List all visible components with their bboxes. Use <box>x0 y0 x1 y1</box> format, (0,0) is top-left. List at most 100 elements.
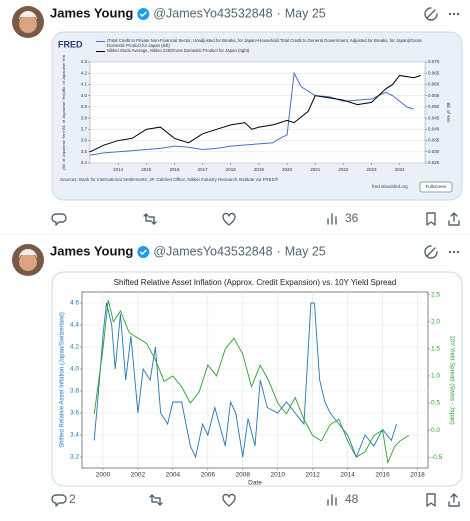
x-tick-label: 2002 <box>131 472 146 479</box>
y-tick-label: 4.2 <box>70 344 79 351</box>
more-dot[interactable] <box>452 12 456 16</box>
date[interactable]: May 25 <box>285 244 326 258</box>
y-tick-label: 3.7 <box>81 127 88 132</box>
avatar[interactable] <box>12 244 44 276</box>
author-name[interactable]: James Young <box>50 5 133 20</box>
share-button[interactable] <box>448 212 460 226</box>
like-count: 48 <box>345 492 359 506</box>
plot-bg <box>81 291 429 469</box>
y-tick-label: 3.5 <box>81 149 88 154</box>
repost-button[interactable] <box>143 213 157 225</box>
series-line <box>93 300 410 465</box>
separator: · <box>277 6 281 20</box>
y-tick-label: 4.3 <box>81 59 88 64</box>
y2-tick-label: 0.040 <box>428 127 440 132</box>
x-tick-label: 2010 <box>270 472 285 479</box>
y-tick-label: 3.2 <box>70 454 79 461</box>
repost-button-shape <box>149 494 163 506</box>
legend-swatch <box>96 40 105 42</box>
share-button-shape <box>448 493 460 507</box>
handle[interactable]: @JamesYo43532848 <box>153 6 272 20</box>
x-axis-label: Date <box>248 480 262 487</box>
views-button[interactable] <box>327 494 337 506</box>
bookmark-button[interactable] <box>426 212 436 226</box>
grok-button-shape <box>424 7 438 21</box>
avatar[interactable] <box>12 6 44 38</box>
legend-label: (Total Credit to Private Non-Financial S… <box>107 38 422 48</box>
y2-tick-label: 0.070 <box>428 59 440 64</box>
like-button-shape <box>222 493 236 507</box>
reply-button[interactable] <box>51 494 67 507</box>
verified-check <box>139 249 147 256</box>
x-tick-label: 2004 <box>166 472 181 479</box>
series-line <box>89 74 421 153</box>
reply-count: 2 <box>69 492 76 506</box>
x-tick-label: 2022 <box>338 167 349 172</box>
like-count: 36 <box>345 211 359 225</box>
reply-button-shape <box>51 494 67 507</box>
button-label[interactable]: Fullscreen <box>426 184 447 189</box>
x-tick-label: 2018 <box>226 167 237 172</box>
legend-item: Nikkei Stock Average, Nikkei 225/Gross D… <box>96 48 426 53</box>
x-tick-label: 2019 <box>254 167 265 172</box>
y2-tick-label: 1.0 <box>431 373 440 380</box>
more-dot[interactable] <box>456 250 460 254</box>
y2-tick-label: 2.0 <box>431 319 440 326</box>
share-button-shape <box>448 212 460 226</box>
date[interactable]: May 25 <box>285 6 326 20</box>
more-dot[interactable] <box>448 12 452 16</box>
y-tick-label: 3.4 <box>70 432 79 439</box>
fred-logo: FRED <box>58 39 83 49</box>
author-name[interactable]: James Young <box>50 243 133 258</box>
y-tick-label: 3.4 <box>81 160 88 165</box>
handle[interactable]: @JamesYo43532848 <box>153 244 272 258</box>
more-dot[interactable] <box>452 250 456 254</box>
more-dot[interactable] <box>448 250 452 254</box>
y-tick-label: 4.0 <box>70 366 79 373</box>
grok-button[interactable] <box>424 245 438 259</box>
legend-label: Nikkei Stock Average, Nikkei 225/Gross D… <box>107 48 250 53</box>
repost-button[interactable] <box>149 494 163 506</box>
y-axis-label: Shifted Relative Asset Inflation (Japan/… <box>60 312 66 448</box>
x-tick-label: 2015 <box>141 167 152 172</box>
x-tick-label: 2000 <box>96 472 111 479</box>
bookmark-button[interactable] <box>426 493 436 507</box>
y2-tick-label: 0.035 <box>428 138 440 143</box>
series-line <box>93 302 397 459</box>
repost-button-shape <box>143 213 157 225</box>
legend-item: (Total Credit to Private Non-Financial S… <box>96 38 426 48</box>
y2-tick-label: -0.5 <box>431 454 443 461</box>
y2-tick-label: 2.5 <box>431 291 440 298</box>
y-tick-label: 4.4 <box>70 322 79 329</box>
y2-tick-label: 0.050 <box>428 104 440 109</box>
x-tick-label: 2016 <box>169 167 180 172</box>
y2-tick-label: 0.5 <box>431 400 440 407</box>
fullscreen-button[interactable]: Fullscreen <box>419 181 453 193</box>
y2-tick-label: 0.025 <box>428 160 440 165</box>
y2-tick-label: 0.055 <box>428 93 440 98</box>
share-button[interactable] <box>448 493 460 507</box>
grok-button[interactable] <box>424 7 438 21</box>
y-tick-label: 4.1 <box>81 82 88 87</box>
site-note: fred.stlouisfed.org <box>372 184 408 189</box>
legend: (Total Credit to Private Non-Financial S… <box>96 38 426 53</box>
like-button[interactable] <box>222 493 236 507</box>
x-tick-label: 2021 <box>310 167 321 172</box>
y2-tick-label: 0.045 <box>428 115 440 120</box>
separator: · <box>277 244 281 258</box>
x-tick-label: 2008 <box>236 472 251 479</box>
grok-button-shape <box>424 245 438 259</box>
y-tick-label: 3.6 <box>70 410 79 417</box>
source-note: Sources: Bank for International Settleme… <box>60 176 279 182</box>
avatar-hair <box>19 249 37 258</box>
views-button[interactable] <box>327 213 337 225</box>
plot-bg <box>89 61 426 164</box>
like-button[interactable] <box>222 212 236 226</box>
more-dot[interactable] <box>456 12 460 16</box>
reply-button[interactable] <box>51 213 67 226</box>
views-button-shape <box>327 213 337 225</box>
x-tick-label: 2018 <box>410 472 425 479</box>
bookmark-button-shape <box>426 493 436 507</box>
